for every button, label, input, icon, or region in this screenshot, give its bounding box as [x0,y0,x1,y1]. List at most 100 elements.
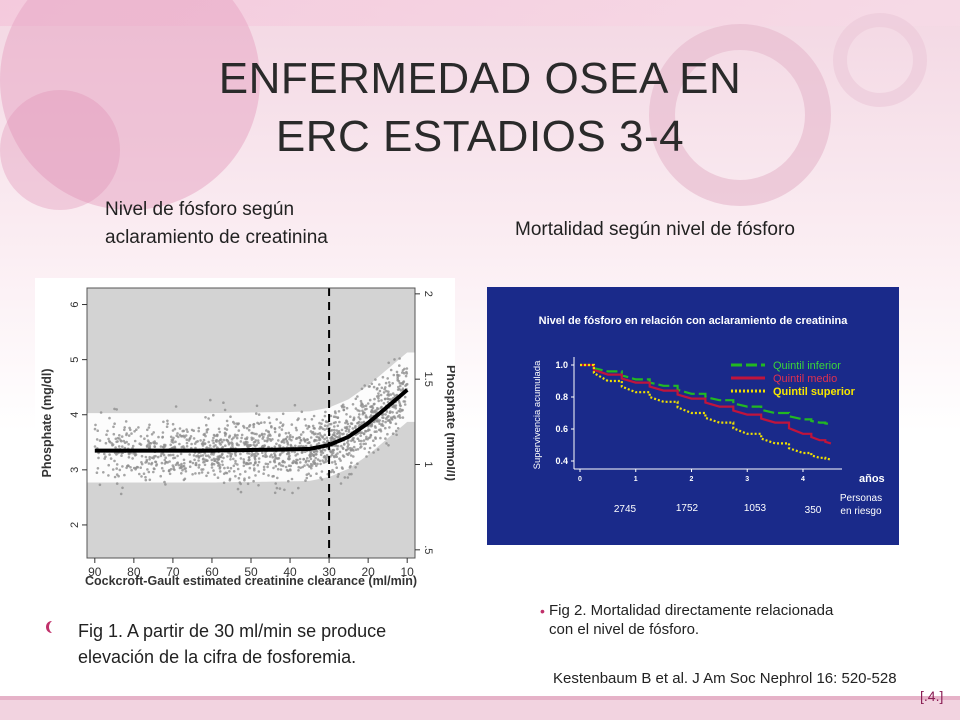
scatter-point [311,431,314,435]
scatter-point [287,457,291,461]
scatter-point [309,430,313,433]
scatter-point [282,441,286,444]
scatter-point [131,457,134,460]
scatter-point [335,429,339,432]
scatter-point [340,428,344,432]
scatter-point [350,439,353,443]
scatter-point [287,479,290,483]
scatter-point [344,421,347,425]
scatter-point [168,472,172,476]
scatter-point [95,438,99,441]
scatter-point [113,422,116,425]
scatter-point [333,425,336,428]
chart1-x-label: Cockcroft-Gault estimated creatinine cle… [85,574,417,588]
scatter-point [396,427,400,430]
scatter-point [260,433,264,437]
scatter-point [175,462,179,465]
scatter-point [247,462,251,465]
scatter-point [345,413,348,416]
y2-tick-label: 1.5 [422,372,434,387]
chart2-at-risk: 2745 1752 1053 350 Personas en riesgo [614,493,882,517]
scatter-point [115,463,119,466]
scatter-point [333,431,336,434]
scatter-point [359,442,362,446]
scatter-point [302,437,306,440]
scatter-point [164,456,167,459]
scatter-point [166,422,169,425]
scatter-point [309,444,313,447]
scatter-point [218,463,221,466]
scatter-point [374,437,377,440]
scatter-point [348,472,351,476]
scatter-point [218,454,221,458]
scatter-point [266,462,270,466]
scatter-point [98,483,102,487]
scatter-point [252,479,255,483]
scatter-point [103,457,106,460]
scatter-point [239,457,243,460]
y-tick-label: 4 [69,412,81,418]
scatter-point [159,454,163,458]
scatter-point [401,371,404,374]
scatter-point [240,436,243,440]
scatter-point [294,426,298,430]
scatter-point [336,416,340,419]
scatter-point [325,420,328,424]
scatter-point [386,400,390,404]
scatter-point [398,374,401,377]
scatter-point [358,413,361,416]
scatter-point [131,444,135,448]
scatter-point [133,430,136,433]
left-heading: Nivel de fósforo según aclaramiento de c… [105,196,328,252]
scatter-point [281,423,285,426]
scatter-point [330,461,334,464]
scatter-point [179,452,183,456]
scatter-point [230,452,233,456]
scatter-point [356,437,360,440]
left-heading-line1: Nivel de fósforo según [105,199,295,220]
scatter-point [257,484,260,487]
scatter-point [248,466,252,470]
left-caption-line2: elevación de la cifra de fosforemia. [78,647,357,667]
y-tick-label: 6 [69,301,81,307]
scatter-point [274,482,277,485]
scatter-point [148,458,151,461]
scatter-point [182,429,186,433]
scatter-point [222,456,225,460]
scatter-point [277,462,281,466]
scatter-point [379,393,383,397]
scatter-point [296,452,299,456]
scatter-point [219,470,222,473]
scatter-point [275,442,278,446]
scatter-point [162,469,165,473]
scatter-point [338,434,341,437]
scatter-point [343,442,346,446]
scatter-point [150,461,154,465]
right-bullet-icon: • [540,603,545,619]
scatter-point [274,456,277,460]
scatter-point [206,459,209,462]
scatter-point [272,466,275,470]
scatter-point [265,440,269,443]
scatter-point [384,426,387,430]
legend-inferior-label: Quintil inferior [773,360,841,372]
scatter-point [286,435,289,439]
scatter-point [215,434,219,438]
scatter-point [354,448,358,451]
scatter-point [163,480,166,484]
scatter-point [297,417,300,420]
scatter-point [322,441,325,444]
scatter-point [303,418,307,421]
scatter-point [213,434,217,438]
scatter-point [206,471,210,475]
y2-tick-label: 1 [422,461,434,467]
scatter-point [199,439,202,442]
scatter-point [107,474,110,477]
scatter-point [321,435,325,438]
scatter-point [313,432,316,436]
scatter-point [114,446,117,449]
scatter-point [169,453,172,457]
scatter-point [255,432,258,436]
scatter-point [219,438,222,442]
scatter-point [127,456,131,459]
